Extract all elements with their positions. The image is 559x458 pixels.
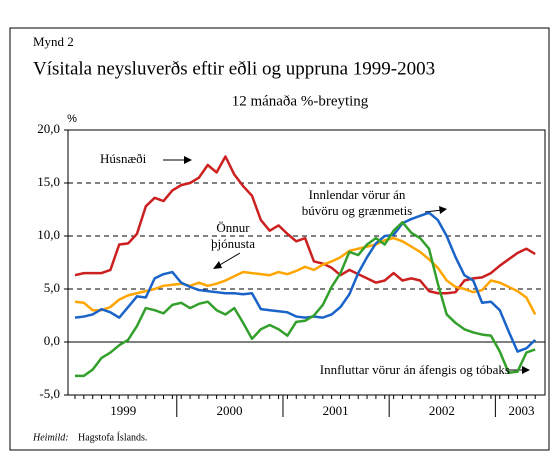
series-label: Innlendar vörur án búvöru og grænmetis (301, 187, 413, 218)
x-tick-label: 2001 (323, 403, 349, 418)
series-label-box: Önnur þjónusta (210, 220, 256, 251)
figure-label: Mynd 2 (33, 34, 74, 49)
y-tick-label: 5,0 (44, 280, 60, 295)
line-series (74, 211, 537, 353)
y-tick-label: -5,0 (39, 386, 60, 401)
x-tick-label: 1999 (110, 403, 136, 418)
arrows (163, 156, 530, 374)
series-label: Húsnæði (100, 151, 147, 166)
chart-subtitle: 12 mánaða %-breyting (232, 93, 369, 109)
arrow-head (522, 366, 530, 374)
source: Hagstofa Íslands. (78, 431, 147, 443)
plot-area (67, 129, 546, 396)
x-tick-label: 2002 (429, 403, 455, 418)
series-label-box: Innfluttar vörur án áfengis og tóbaks (319, 362, 510, 377)
x-tick-label: 2003 (509, 403, 535, 418)
arrow-head (184, 156, 192, 164)
series-label: Önnur þjónusta (210, 220, 256, 251)
arrow (217, 252, 241, 267)
frame (9, 27, 550, 451)
series-label-box: Húsnæði (100, 151, 147, 166)
line-series (75, 220, 536, 378)
arrow (424, 209, 443, 213)
y-tick-label: 10,0 (37, 227, 60, 242)
line-series (74, 236, 537, 316)
y-tick-label: 15,0 (37, 174, 60, 189)
arrow-head (439, 206, 447, 214)
x-tick-label: 2000 (216, 403, 242, 418)
y-tick-label: 20,0 (37, 121, 60, 136)
series-label-box: Innlendar vörur án búvöru og grænmetis (301, 187, 413, 218)
arrow-head (213, 261, 222, 269)
chart-title: Vísitala neysluverðs eftir eðli og uppru… (33, 58, 435, 79)
series-label: Innfluttar vörur án áfengis og tóbaks (319, 362, 510, 377)
y-axis-label: % (67, 113, 77, 125)
source-label: Heimild: (32, 432, 69, 443)
y-tick-label: 0,0 (44, 333, 60, 348)
